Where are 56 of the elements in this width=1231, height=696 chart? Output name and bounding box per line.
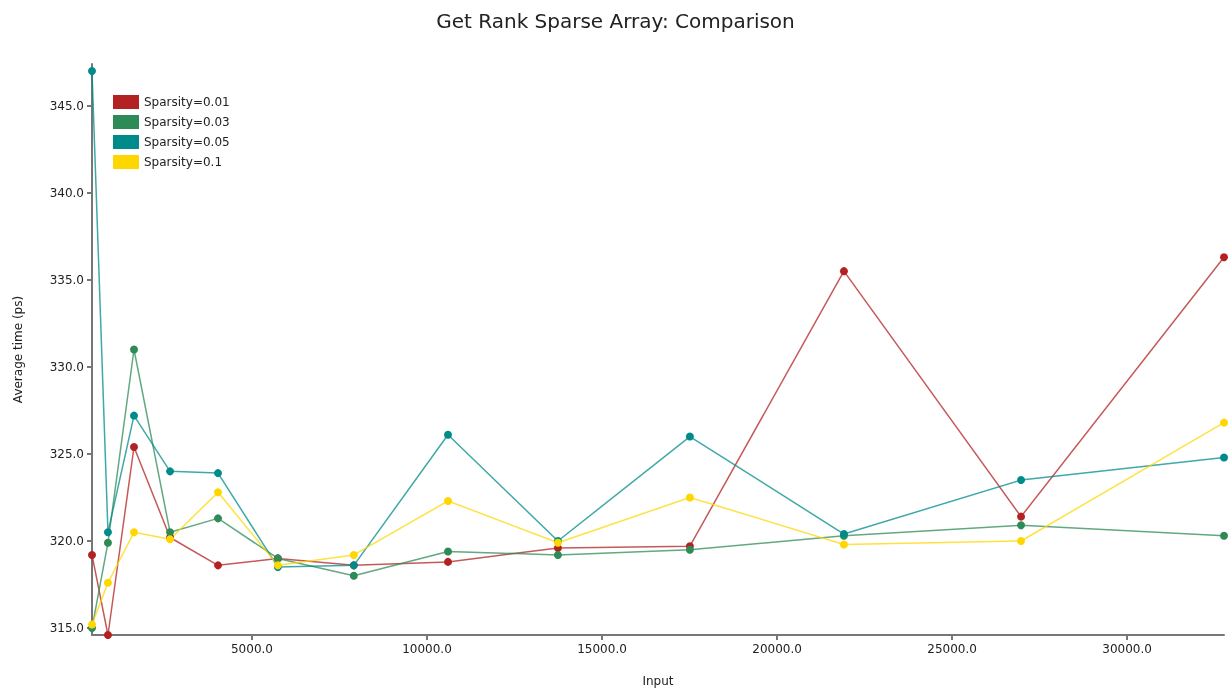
point bbox=[349, 550, 358, 559]
point bbox=[1017, 537, 1026, 545]
point bbox=[103, 631, 112, 639]
point bbox=[839, 540, 848, 549]
point bbox=[1220, 453, 1228, 462]
point bbox=[444, 557, 452, 566]
legend-label: Sparsity=0.03 bbox=[144, 115, 230, 129]
point bbox=[214, 514, 223, 523]
y-tick-label: 345.0 bbox=[49, 98, 84, 113]
point bbox=[444, 547, 452, 556]
legend-label: Sparsity=0.01 bbox=[144, 95, 230, 109]
point bbox=[1220, 531, 1228, 540]
y-tick-label: 335.0 bbox=[49, 272, 84, 287]
y-tick-label: 315.0 bbox=[49, 621, 84, 636]
y-tick-label: 320.0 bbox=[49, 533, 84, 548]
point bbox=[88, 620, 96, 629]
point bbox=[88, 66, 96, 75]
point bbox=[349, 571, 358, 580]
point bbox=[1017, 476, 1026, 485]
x-tick-label: 30000.0 bbox=[1102, 642, 1152, 656]
y-tick-label: 325.0 bbox=[49, 446, 84, 461]
point bbox=[166, 467, 175, 476]
point bbox=[103, 578, 112, 587]
y-tick-label: 330.0 bbox=[49, 359, 84, 374]
point bbox=[214, 561, 223, 570]
point bbox=[214, 469, 223, 478]
x-tick-label: 10000.0 bbox=[402, 642, 452, 656]
point bbox=[103, 528, 112, 537]
chart-title: Get Rank Sparse Array: Comparison bbox=[436, 9, 795, 33]
point bbox=[1017, 521, 1026, 530]
point bbox=[166, 528, 175, 537]
point bbox=[839, 267, 848, 276]
x-tick-label: 25000.0 bbox=[927, 642, 977, 656]
x-tick-label: 20000.0 bbox=[752, 642, 802, 656]
point bbox=[103, 538, 112, 547]
y-tick-label: 340.0 bbox=[49, 185, 84, 200]
point bbox=[1220, 418, 1228, 427]
point bbox=[130, 442, 139, 451]
point bbox=[1017, 512, 1026, 521]
point bbox=[130, 411, 139, 420]
point bbox=[1220, 253, 1228, 262]
point bbox=[130, 528, 139, 537]
legend-label: Sparsity=0.1 bbox=[144, 155, 223, 169]
x-axis-title: Input bbox=[642, 674, 674, 688]
point bbox=[685, 432, 694, 441]
x-tick-label: 15000.0 bbox=[577, 642, 627, 656]
y-axis-title: Average time (ps) bbox=[11, 295, 25, 404]
point bbox=[553, 550, 562, 559]
legend-label: Sparsity=0.05 bbox=[144, 135, 230, 149]
x-tick-label: 5000.0 bbox=[230, 642, 273, 656]
point bbox=[214, 488, 223, 497]
point bbox=[685, 493, 694, 502]
point bbox=[444, 430, 452, 439]
point bbox=[444, 496, 452, 505]
point bbox=[88, 550, 96, 559]
point bbox=[130, 345, 139, 354]
